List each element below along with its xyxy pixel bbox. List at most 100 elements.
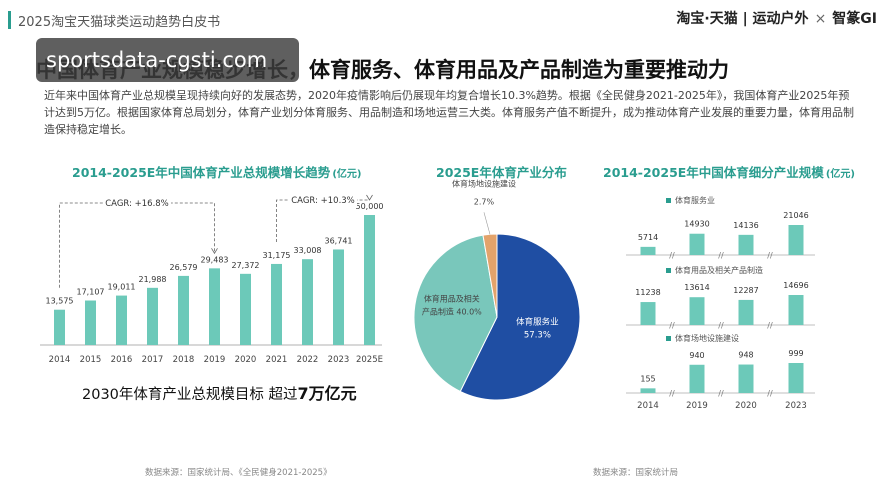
chart1-title: 2014-2025E年中国体育产业总规模增长趋势 — [72, 165, 331, 180]
chart1-value-label: 29,483 — [201, 255, 229, 264]
segment-x-label: 2014 — [637, 401, 659, 411]
segment-value-label: 999 — [788, 349, 803, 358]
chart1-cagr-bracket: CAGR: +10.3% — [276, 193, 373, 242]
segment-value-label: 14136 — [733, 221, 758, 230]
chart1-value-label: 33,008 — [294, 246, 322, 255]
segment-series-name: 体育场地设施建设 — [675, 333, 739, 343]
chart1-x-label: 2016 — [111, 355, 133, 365]
segment-value-label: 11238 — [635, 288, 660, 297]
chart1-cagr-label-bg — [289, 193, 357, 207]
segment-bar — [689, 233, 705, 255]
pie-leader-line — [483, 212, 491, 235]
chart3-title-block: 2014-2025E年中国体育细分产业规模 (亿元) — [603, 162, 855, 181]
segment-bar — [788, 295, 804, 325]
target-2030: 2030年体育产业总规模目标 超过7万亿元 — [82, 380, 357, 404]
chart1-bar — [54, 309, 65, 345]
axis-break-mark: // — [669, 321, 675, 330]
chart1-cagr-label: CAGR: +10.3% — [291, 196, 355, 206]
segment-value-label: 5714 — [638, 233, 658, 242]
segment-bar — [738, 299, 754, 325]
segment-value-label: 155 — [640, 374, 655, 383]
segment-x-label: 2019 — [686, 401, 708, 411]
chart1-cagr-label-bg — [103, 196, 171, 210]
chart1-x-label: 2014 — [49, 355, 71, 365]
chart1-value-label: 50,000 — [356, 202, 384, 211]
chart1-value-label: 26,579 — [170, 263, 198, 272]
chart1-x-label: 2020 — [235, 355, 257, 365]
segment-bar — [640, 388, 656, 393]
segment-value-label: 14930 — [684, 220, 709, 229]
chart1-value-label: 13,575 — [46, 297, 74, 306]
segment-bar — [640, 302, 656, 325]
top-bar: 2025淘宝天猫球类运动趋势白皮书 淘宝·天猫 | 运动户外 × 智篆GI — [0, 0, 889, 40]
pie-label-value: 2.7% — [474, 197, 495, 206]
chart1-x-label: 2015 — [80, 355, 102, 365]
segment-panel: 体育服务业 5714 14930 14136 21046 // // // — [626, 195, 815, 260]
pie-slice — [413, 234, 498, 393]
chart1-bar — [271, 263, 282, 345]
chart1-bar — [178, 275, 189, 345]
pie-label-name: 产品制造 40.0% — [422, 306, 482, 316]
chart1-value-label: 21,988 — [139, 275, 167, 284]
chart1-value-label: 19,011 — [108, 283, 136, 292]
chart1-bar — [209, 268, 220, 345]
segment-panel: 体育场地设施建设 155 940 948 999 // // // — [626, 333, 815, 398]
chart1-title-block: 2014-2025E年中国体育产业总规模增长趋势 (亿元) — [72, 162, 361, 181]
chart1-unit: (亿元) — [332, 169, 362, 180]
chart1-x-label: 2018 — [173, 355, 195, 365]
axis-break-mark: // — [718, 251, 724, 260]
chart2-title: 2025E年体育产业分布 — [436, 165, 567, 180]
chart1-value-label: 36,741 — [325, 236, 353, 245]
title-accent-bar — [8, 11, 11, 29]
axis-break-mark: // — [669, 389, 675, 398]
watermark-overlay: sportsdata-cgsti.com — [36, 38, 299, 82]
segment-bar — [689, 297, 705, 325]
axis-break-mark: // — [767, 251, 773, 260]
target-text: 2030年体育产业总规模目标 超过 — [82, 387, 298, 403]
chart1-x-label: 2021 — [266, 355, 288, 365]
chart1-bar — [333, 249, 344, 345]
source-note-left: 数据来源：国家统计局、《全民健身2021-2025》 — [145, 468, 332, 478]
document-title: 2025淘宝天猫球类运动趋势白皮书 — [18, 15, 221, 30]
chart1-value-label: 17,107 — [77, 288, 105, 297]
chart1-cagr-arrowhead — [211, 248, 218, 255]
chart1-x-label: 2023 — [328, 355, 350, 365]
axis-break-mark: // — [767, 389, 773, 398]
chart3-title: 2014-2025E年中国体育细分产业规模 — [603, 165, 824, 180]
axis-break-mark: // — [767, 321, 773, 330]
pie-label-name: 体育场地设施建设 — [452, 178, 516, 188]
chart1-x-label: 2022 — [297, 355, 319, 365]
chart1-bar — [302, 259, 313, 345]
intro-paragraph: 近年来中国体育产业总规模呈现持续向好的发展态势，2020年疫情影响后仍展现年均复… — [44, 89, 854, 136]
chart1-x-label: 2025E — [356, 355, 383, 365]
brand-taobao-tmall: 淘宝·天猫 | 运动户外 — [676, 11, 809, 27]
segment-legend-marker — [666, 198, 671, 203]
chart3-unit: (亿元) — [825, 169, 855, 180]
segment-value-label: 12287 — [733, 286, 758, 295]
segment-bar — [689, 364, 705, 393]
segment-value-label: 21046 — [783, 211, 808, 220]
axis-break-mark: // — [718, 389, 724, 398]
segment-value-label: 948 — [738, 351, 753, 360]
chart1-bar — [147, 287, 158, 345]
segment-bar — [738, 234, 754, 255]
brand-logos: 淘宝·天猫 | 运动户外 × 智篆GI — [676, 8, 877, 28]
brand-zhizhuan: 智篆GI — [832, 11, 877, 27]
chart1-cagr-label: CAGR: +16.8% — [105, 199, 169, 209]
brand-separator: × — [814, 11, 827, 27]
chart1-value-label: 31,175 — [263, 251, 291, 260]
chart1-bar — [85, 300, 96, 345]
segment-series-name: 体育用品及相关产品制造 — [675, 265, 763, 275]
segment-panel: 体育用品及相关产品制造 11238 13614 12287 14696 // // // — [626, 265, 815, 330]
segment-value-label: 14696 — [783, 281, 808, 290]
segment-bar — [640, 246, 656, 255]
chart1-value-label: 27,372 — [232, 261, 260, 270]
axis-break-mark: // — [669, 251, 675, 260]
segment-value-label: 940 — [689, 351, 704, 360]
segment-value-label: 13614 — [684, 283, 709, 292]
segment-x-label: 2023 — [785, 401, 807, 411]
pie-label-name: 体育服务业 — [516, 316, 559, 327]
